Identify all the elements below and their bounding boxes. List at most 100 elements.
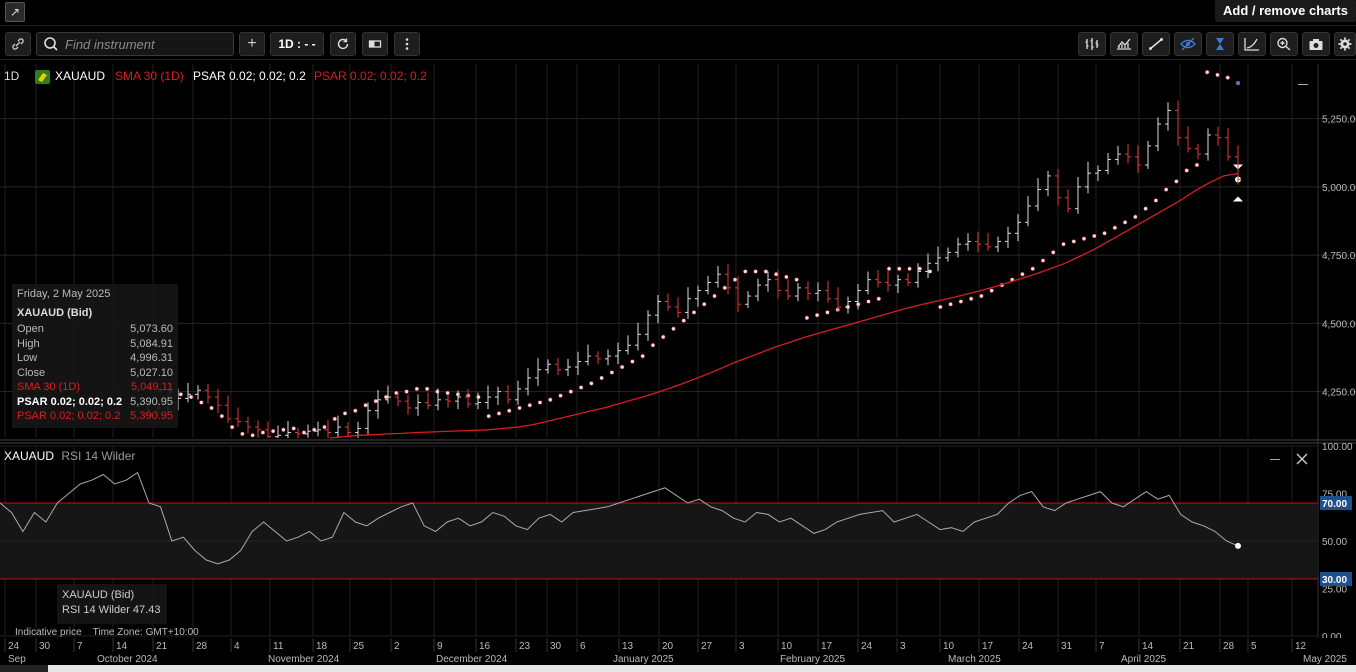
- psar-dot: [270, 428, 276, 434]
- psar-dot: [907, 266, 912, 271]
- layout-button[interactable]: [362, 32, 388, 56]
- magnet-button[interactable]: [1206, 32, 1234, 56]
- ohlc-bar: [485, 385, 491, 410]
- ohlc-bar: [515, 380, 521, 405]
- instrument-search[interactable]: [36, 32, 234, 56]
- ohlc-bar: [385, 385, 391, 404]
- month-tick-label: Sep: [8, 654, 26, 665]
- ohlc-bar: [1085, 161, 1091, 194]
- psar-dot: [784, 274, 789, 280]
- magnet-icon: [1216, 38, 1224, 50]
- psar-dot: [1143, 206, 1148, 211]
- ohlc-bar: [695, 285, 701, 307]
- ohlc-bar: [1225, 127, 1231, 161]
- psar-dot: [558, 393, 563, 398]
- tooltip-row-value: 4,996.31: [130, 352, 173, 364]
- ohlc-bar: [255, 420, 261, 438]
- psar-dot: [702, 301, 707, 307]
- rsi-tick-label: 75.00: [1322, 490, 1347, 501]
- psar-dot: [1204, 69, 1210, 75]
- tooltip-row-value: 5,084.91: [130, 337, 173, 350]
- psar-dot: [568, 389, 574, 394]
- rsi-level-label: 30.00: [1322, 575, 1347, 586]
- timeframe-selector[interactable]: 1D : - -: [270, 32, 324, 56]
- tooltip-row: PSAR 0.02; 0.02; 0.2 5,390.95: [17, 410, 173, 425]
- psar-dot: [989, 288, 994, 293]
- psar-dot: [1133, 214, 1138, 220]
- low-marker-icon: [1233, 196, 1243, 202]
- ohlc-bar: [795, 282, 801, 302]
- rsi-last-point: [1235, 542, 1241, 549]
- tooltip-row-value: 5,073.60: [130, 323, 173, 335]
- sma-line: [329, 172, 1239, 439]
- close-rsi-panel-button[interactable]: [1296, 453, 1308, 465]
- psar-dot: [630, 359, 635, 364]
- draw-line-icon: [1149, 38, 1163, 50]
- popout-icon[interactable]: ↗: [5, 2, 25, 22]
- screenshot-button[interactable]: [1302, 32, 1330, 56]
- curve-button[interactable]: [1238, 32, 1266, 56]
- psar-last-dot: [1236, 81, 1240, 86]
- more-options-button[interactable]: [394, 32, 420, 56]
- settings-icon: [1338, 37, 1352, 51]
- ohlc-bar: [675, 297, 681, 318]
- time-scrollbar[interactable]: [48, 665, 1356, 672]
- psar-dot: [1194, 162, 1200, 168]
- search-icon: [44, 37, 58, 51]
- psar-dot: [938, 304, 943, 310]
- psar-dot: [753, 269, 758, 274]
- ohlc-bar: [1215, 126, 1221, 146]
- ohlc-bar: [185, 382, 191, 403]
- psar-dot: [342, 411, 348, 416]
- ohlc-bar: [535, 358, 541, 386]
- ohlc-bar: [1005, 226, 1011, 248]
- search-input[interactable]: [65, 35, 230, 53]
- psar-dot: [1061, 241, 1066, 247]
- day-tick-label: 21: [1183, 641, 1195, 652]
- add-instrument-button[interactable]: +: [239, 32, 265, 56]
- ohlc-bar: [635, 322, 641, 351]
- ohlc-bar: [815, 282, 821, 302]
- ohlc-bar: [745, 291, 751, 309]
- minimize-price-panel-button[interactable]: [1298, 84, 1308, 85]
- chart-toolbar: + 1D : - -: [0, 28, 1356, 60]
- rsi-line: [0, 471, 1239, 565]
- bar-style-button[interactable]: [1078, 32, 1106, 56]
- day-tick-label: 27: [701, 641, 713, 652]
- link-button[interactable]: [5, 32, 31, 56]
- draw-line-button[interactable]: [1142, 32, 1170, 56]
- hide-drawings-button[interactable]: [1174, 32, 1202, 56]
- price-tick-label: 4,250.00: [1322, 388, 1356, 399]
- psar-dot: [825, 310, 830, 315]
- ohlc-bar: [755, 278, 761, 302]
- ohlc-bar: [475, 392, 481, 410]
- ohlc-bar: [415, 394, 421, 416]
- add-remove-charts-button[interactable]: Add / remove charts: [1215, 0, 1356, 22]
- psar-dot: [804, 315, 810, 321]
- zoom-button[interactable]: [1270, 32, 1298, 56]
- price-chart[interactable]: 4,250.00 4,500.00 4,750.00 5,000.00 5,250.00…: [0, 64, 1356, 672]
- ohlc-bar: [855, 284, 861, 310]
- ohlc-bar: [605, 349, 611, 366]
- ohlc-bar: [495, 386, 501, 405]
- psar-dot: [291, 426, 296, 431]
- minimize-rsi-panel-button[interactable]: [1270, 459, 1280, 460]
- settings-button[interactable]: [1334, 32, 1356, 56]
- indicators-button[interactable]: [1110, 32, 1138, 56]
- link-icon: [12, 38, 24, 50]
- ohlc-bar: [645, 310, 651, 341]
- day-tick-label: 24: [861, 641, 873, 652]
- psar-dot: [927, 269, 933, 274]
- ohlc-bar: [235, 407, 241, 427]
- tooltip-row-label: Close: [17, 366, 46, 379]
- ohlc-bar: [805, 281, 811, 300]
- tooltip-row: SMA 30 (1D) 5,049.11: [17, 381, 173, 396]
- psar-dot: [1020, 271, 1025, 277]
- psar-dot: [445, 390, 450, 396]
- refresh-button[interactable]: [330, 32, 356, 56]
- psar-series: [147, 69, 1243, 438]
- psar-dot: [1112, 225, 1118, 231]
- close-icon: [1296, 453, 1308, 465]
- ohlc-bar: [195, 385, 201, 400]
- psar-dot: [609, 370, 615, 375]
